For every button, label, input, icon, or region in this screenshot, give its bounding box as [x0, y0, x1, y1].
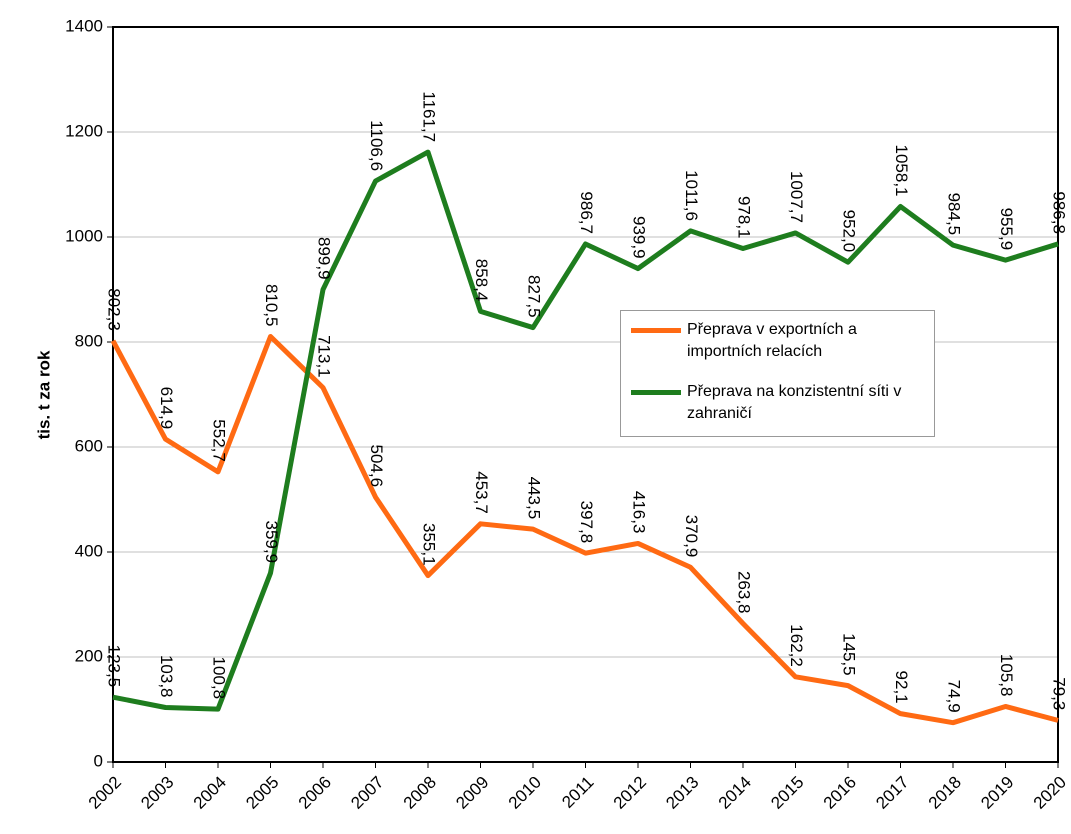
data-label: 955,9: [997, 208, 1016, 251]
data-label: 443,5: [525, 477, 544, 520]
y-tick-label: 200: [75, 646, 103, 665]
data-label: 79,3: [1050, 677, 1069, 710]
data-label: 939,9: [630, 216, 649, 259]
x-tick-label: 2008: [400, 773, 440, 813]
data-label: 1161,7: [420, 91, 439, 142]
legend: Přeprava v exportních a importních relac…: [620, 310, 935, 437]
y-tick-label: 0: [94, 751, 103, 770]
data-label: 986,7: [577, 191, 596, 234]
data-label: 1011,6: [682, 170, 701, 221]
data-label: 355,1: [420, 523, 439, 566]
data-label: 827,5: [525, 275, 544, 318]
legend-swatch: [631, 328, 681, 333]
data-label: 986,8: [1050, 191, 1069, 234]
y-tick-label: 600: [75, 436, 103, 455]
data-label: 858,4: [472, 259, 491, 302]
data-label: 162,2: [787, 624, 806, 667]
legend-item: Přeprava na konzistentní síti v zahranič…: [631, 381, 927, 425]
legend-item: Přeprava v exportních a importních relac…: [631, 319, 927, 363]
data-label: 552,7: [210, 419, 229, 462]
data-label: 370,9: [682, 515, 701, 558]
x-tick-label: 2015: [767, 773, 807, 813]
data-label: 1058,1: [892, 144, 911, 196]
line: [112, 149, 1059, 712]
data-label: 614,9: [157, 387, 176, 430]
data-label: 713,1: [315, 335, 334, 378]
data-label: 74,9: [945, 680, 964, 713]
data-label: 263,8: [735, 571, 754, 614]
data-label: 103,8: [157, 655, 176, 698]
x-tick-label: 2010: [505, 773, 545, 813]
x-tick-label: 2002: [85, 773, 125, 813]
legend-label: Přeprava v exportních a importních relac…: [687, 321, 857, 360]
x-tick-label: 2016: [820, 773, 860, 813]
x-tick-label: 2019: [977, 773, 1017, 813]
data-label: 453,7: [472, 471, 491, 514]
legend-label: Přeprava na konzistentní síti v zahranič…: [687, 383, 902, 422]
data-label: 899,9: [315, 237, 334, 280]
y-tick-label: 400: [75, 541, 103, 560]
y-tick-label: 1000: [65, 226, 103, 245]
x-tick-label: 2004: [190, 773, 230, 813]
data-label: 810,5: [262, 284, 281, 327]
data-label: 105,8: [997, 654, 1016, 697]
data-label: 1106,6: [367, 120, 386, 171]
x-tick-label: 2011: [558, 773, 597, 812]
data-label: 397,8: [577, 501, 596, 544]
data-label: 359,9: [262, 521, 281, 564]
data-label: 123,5: [105, 645, 124, 688]
y-axis-label: tis. t za rok: [34, 350, 53, 439]
x-tick-label: 2017: [872, 773, 912, 813]
data-label: 984,5: [945, 193, 964, 236]
data-label: 802,3: [105, 288, 124, 331]
data-label: 100,8: [210, 657, 229, 700]
data-label: 952,0: [840, 210, 859, 253]
y-tick-label: 1200: [65, 121, 103, 140]
data-label: 92,1: [892, 671, 911, 704]
x-tick-label: 2006: [295, 773, 335, 813]
x-tick-label: 2003: [137, 773, 177, 813]
data-label: 1007,7: [787, 171, 806, 223]
x-tick-label: 2007: [347, 773, 387, 813]
data-label: 504,6: [367, 445, 386, 488]
x-tick-label: 2012: [610, 773, 650, 813]
x-tick-label: 2014: [715, 773, 755, 813]
x-tick-label: 2020: [1030, 773, 1070, 813]
data-label: 416,3: [630, 491, 649, 534]
line: [110, 333, 1059, 726]
legend-swatch: [631, 390, 681, 395]
x-tick-label: 2018: [925, 773, 965, 813]
y-tick-label: 1400: [65, 16, 103, 35]
x-tick-label: 2009: [452, 773, 492, 813]
data-label: 145,5: [840, 633, 859, 676]
y-tick-label: 800: [75, 331, 103, 350]
x-tick-label: 2013: [662, 773, 702, 813]
data-label: 978,1: [735, 196, 754, 239]
x-tick-label: 2005: [242, 773, 282, 813]
